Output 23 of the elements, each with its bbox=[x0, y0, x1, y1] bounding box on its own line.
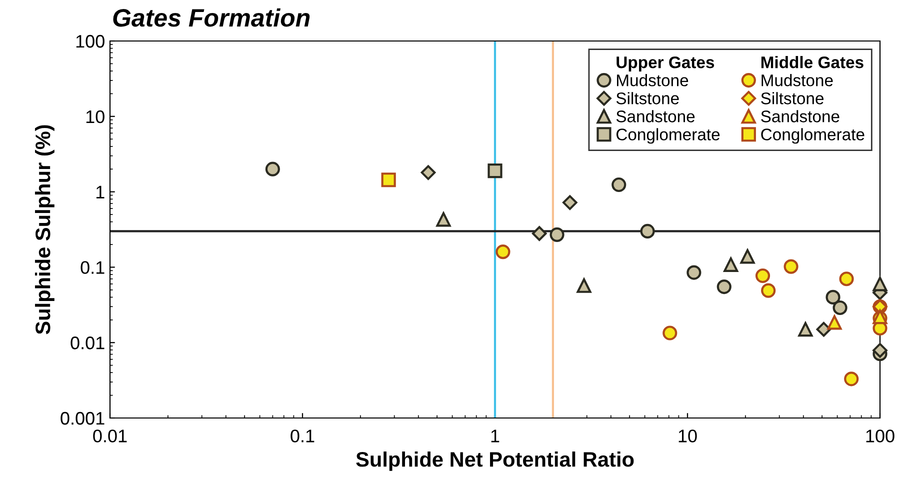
y-tick-label: 100 bbox=[76, 34, 104, 48]
y-tick-label: 0.01 bbox=[70, 336, 104, 350]
legend-label: Sandstone bbox=[616, 110, 695, 122]
legend-label: Sandstone bbox=[761, 110, 840, 122]
y-tick-label: 1 bbox=[96, 186, 104, 198]
y-tick-label: 10 bbox=[86, 110, 104, 124]
legend-label: Conglomerate bbox=[761, 128, 864, 144]
annotation: Upper Gates bbox=[616, 56, 714, 72]
x-tick-label: 100 bbox=[866, 430, 894, 442]
y-axis-title: Sulphide Sulphur (%) bbox=[34, 125, 54, 334]
legend-label: Mudstone bbox=[762, 74, 833, 86]
y-tick-label: 0.001 bbox=[60, 412, 104, 425]
y-tick-label: 0.1 bbox=[80, 261, 104, 274]
annotation: Middle Gates bbox=[761, 56, 864, 68]
x-tick-label: 10 bbox=[678, 430, 697, 442]
legend-label: Conglomerate bbox=[616, 128, 720, 144]
legend-label: Mudstone bbox=[617, 74, 688, 86]
x-tick-label: 1 bbox=[491, 430, 500, 442]
legend-label: Siltstone bbox=[761, 92, 824, 104]
legend-label: Siltstone bbox=[616, 92, 679, 104]
chart-title: Gates Formation bbox=[113, 8, 310, 27]
x-tick-label: 0.1 bbox=[290, 430, 314, 442]
x-axis-title: Sulphide Net Potential Ratio bbox=[356, 452, 634, 471]
